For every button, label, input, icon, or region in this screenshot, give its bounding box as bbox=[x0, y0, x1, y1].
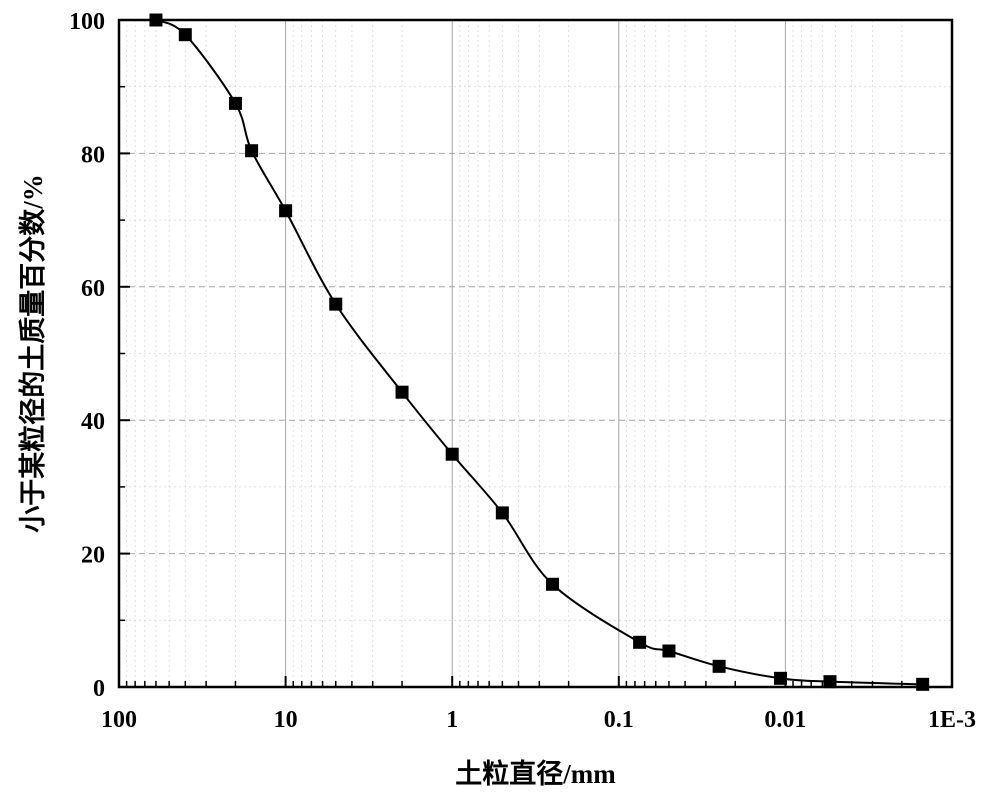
x-tick-label: 1E-3 bbox=[928, 707, 976, 733]
y-tick-label: 40 bbox=[81, 409, 105, 435]
x-axis-label: 土粒直径/mm bbox=[455, 759, 616, 789]
y-tick-label: 100 bbox=[69, 9, 105, 35]
data-point-marker bbox=[279, 204, 293, 218]
x-tick-label: 10 bbox=[274, 707, 298, 733]
x-tick-label: 0.01 bbox=[764, 707, 806, 733]
x-tick-label: 100 bbox=[101, 707, 137, 733]
data-point-marker bbox=[712, 659, 726, 673]
x-tick-label: 0.1 bbox=[604, 707, 634, 733]
y-tick-label: 0 bbox=[93, 676, 105, 702]
data-point-marker bbox=[774, 671, 788, 685]
y-tick-label: 20 bbox=[81, 543, 105, 569]
data-point-marker bbox=[916, 677, 930, 691]
y-tick-label: 80 bbox=[81, 142, 105, 168]
data-point-marker bbox=[823, 675, 837, 689]
data-point-marker bbox=[228, 96, 242, 110]
data-point-marker bbox=[633, 635, 647, 649]
grid bbox=[119, 20, 952, 687]
y-tick-labels: 0 20 40 60 80 100 bbox=[69, 9, 105, 702]
data-point-marker bbox=[329, 297, 343, 311]
x-tick-label: 1 bbox=[446, 707, 458, 733]
plot-frame bbox=[117, 18, 954, 689]
data-point-marker bbox=[445, 447, 459, 461]
y-tick-label: 60 bbox=[81, 276, 105, 302]
y-axis-label: 小于某粒径的土质量百分数/% bbox=[17, 174, 48, 533]
data-point-marker bbox=[662, 644, 676, 658]
series-line bbox=[155, 19, 923, 686]
data-point-marker bbox=[395, 385, 409, 399]
data-point-marker bbox=[178, 28, 192, 42]
data-point-marker bbox=[495, 506, 509, 520]
data-point-marker bbox=[245, 144, 259, 158]
data-point-marker bbox=[546, 577, 560, 591]
x-tick-labels: 100 10 1 0.1 0.01 1E-3 bbox=[101, 707, 976, 733]
